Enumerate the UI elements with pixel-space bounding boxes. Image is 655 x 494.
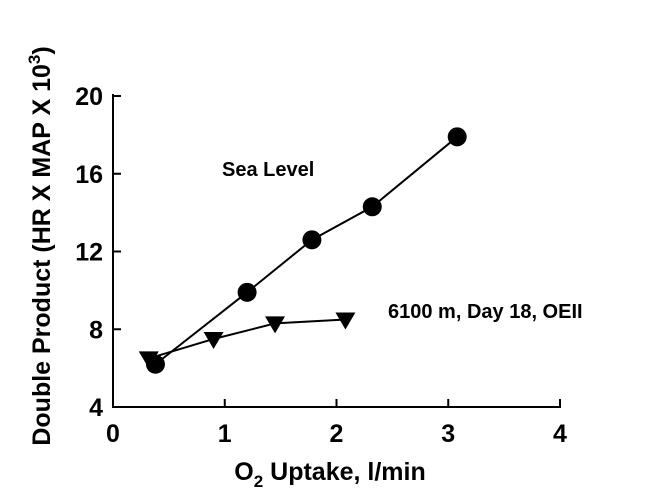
y-axis-title-main: Double Product (HR X MAP X 10 (28, 64, 56, 446)
series-1-point-3 (335, 312, 356, 330)
y-tick-label-4: 20 (75, 83, 103, 111)
axes (112, 94, 561, 408)
series-label-altitude: 6100 m, Day 18, OEII (388, 301, 583, 323)
x-axis-title-rest: Uptake, l/min (263, 458, 426, 486)
x-tick-label-1: 1 (218, 420, 232, 448)
x-tick-label-3: 3 (441, 420, 455, 448)
series-1-point-2 (265, 316, 286, 334)
y-tick-label-3: 16 (75, 161, 103, 189)
series-1-point-1 (203, 331, 224, 349)
x-tick-label-4: 4 (553, 420, 567, 448)
x-tick-label-2: 2 (330, 420, 344, 448)
x-axis-title-main: O (234, 458, 253, 486)
series-line-1 (148, 318, 346, 360)
y-tick-label-1: 8 (89, 316, 103, 344)
x-axis-title: O2 Uptake, l/min (234, 458, 425, 491)
y-tick-label-2: 12 (75, 239, 103, 267)
y-tick-label-0: 4 (89, 394, 103, 422)
series-0-point-1 (237, 282, 257, 302)
y-axis-title: Double Product (HR X MAP X 103) (25, 46, 56, 445)
series-layer (138, 127, 467, 374)
series-0-point-3 (362, 197, 382, 217)
y-axis-title-superscript: 3 (25, 55, 44, 64)
x-tick-label-0: 0 (106, 420, 120, 448)
series-label-sea-level: Sea Level (222, 159, 314, 181)
y-axis-title-rest: ) (28, 46, 56, 54)
series-0-point-2 (302, 230, 322, 250)
series-0-point-4 (447, 127, 467, 147)
x-axis-title-subscript: 2 (254, 472, 263, 491)
series-1-point-0 (138, 351, 159, 369)
